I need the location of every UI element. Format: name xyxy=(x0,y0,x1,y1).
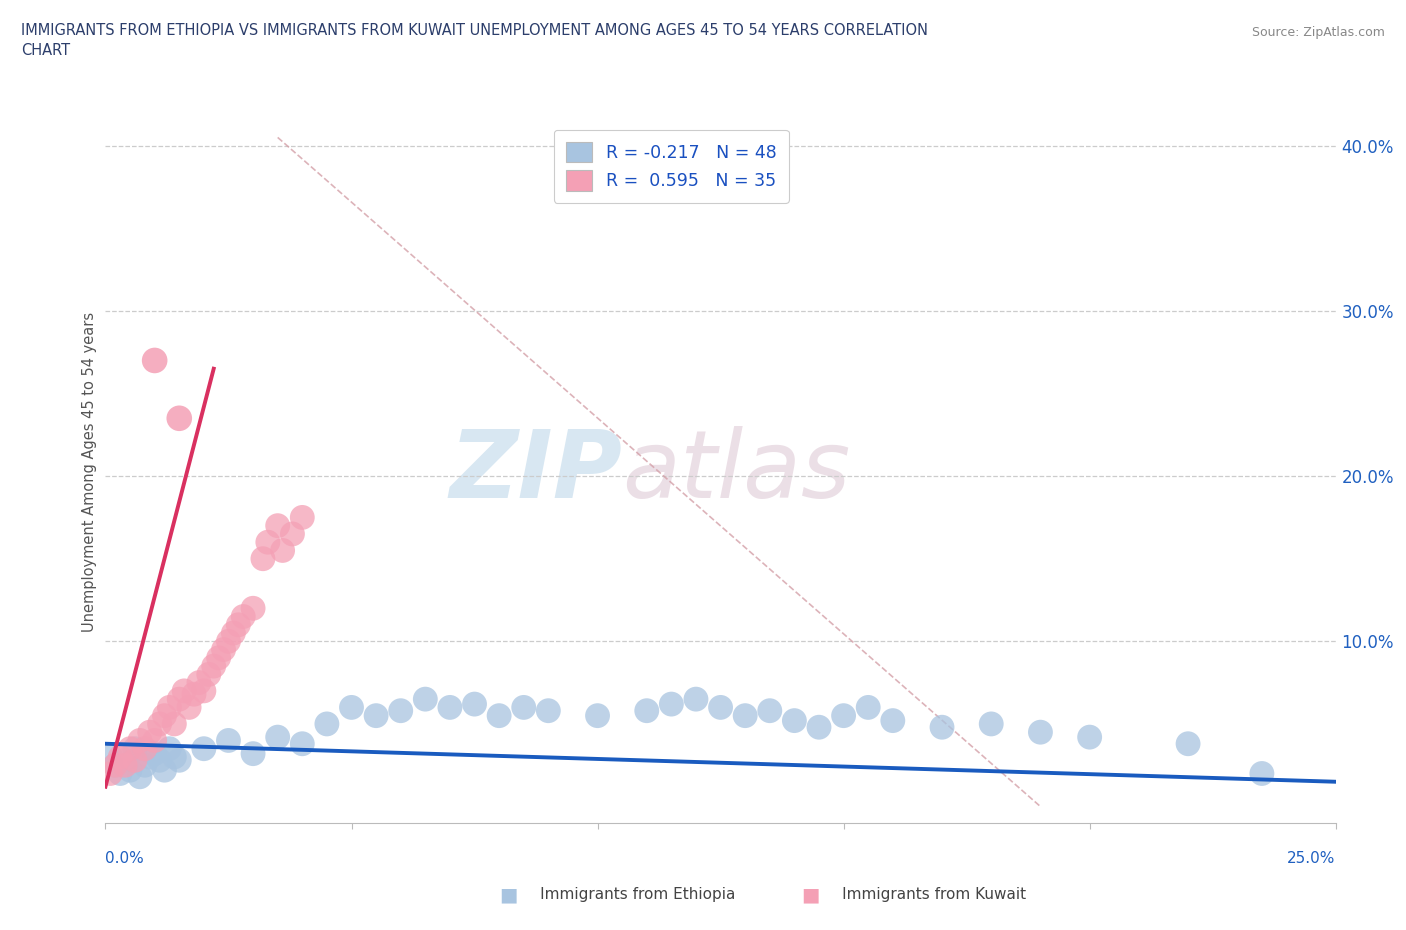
Point xyxy=(159,700,180,715)
Point xyxy=(218,634,240,649)
Point xyxy=(208,650,231,665)
Point xyxy=(134,741,156,756)
Point xyxy=(183,686,205,701)
Point xyxy=(134,758,156,773)
Text: 0.0%: 0.0% xyxy=(105,851,145,866)
Point xyxy=(222,626,245,641)
Point xyxy=(267,518,290,533)
Point xyxy=(586,709,609,724)
Point xyxy=(104,758,127,773)
Point xyxy=(858,700,880,715)
Point xyxy=(488,709,510,724)
Point xyxy=(1029,724,1052,739)
Point xyxy=(173,684,195,698)
Point xyxy=(114,752,136,767)
Text: Source: ZipAtlas.com: Source: ZipAtlas.com xyxy=(1251,26,1385,39)
Point xyxy=(882,713,904,728)
Point xyxy=(1078,730,1101,745)
Point xyxy=(315,716,337,731)
Text: ZIP: ZIP xyxy=(450,426,621,518)
Point xyxy=(138,750,162,764)
Point xyxy=(366,709,388,724)
Point xyxy=(159,741,180,756)
Point xyxy=(143,353,166,368)
Point xyxy=(685,692,707,707)
Point xyxy=(464,697,486,711)
Point xyxy=(415,692,437,707)
Point xyxy=(242,601,264,616)
Point xyxy=(143,746,166,761)
Point xyxy=(734,709,756,724)
Point xyxy=(163,716,186,731)
Point xyxy=(129,733,152,748)
Legend: R = -0.217   N = 48, R =  0.595   N = 35: R = -0.217 N = 48, R = 0.595 N = 35 xyxy=(554,129,789,203)
Point xyxy=(281,526,304,541)
Point xyxy=(291,737,314,751)
Point xyxy=(661,697,683,711)
Point xyxy=(832,709,855,724)
Point xyxy=(129,769,152,784)
Point xyxy=(636,703,658,718)
Text: Immigrants from Ethiopia: Immigrants from Ethiopia xyxy=(506,887,735,902)
Point xyxy=(197,667,221,682)
Point xyxy=(98,750,122,764)
Point xyxy=(110,750,132,764)
Point xyxy=(212,642,235,657)
Text: ■: ■ xyxy=(801,885,820,904)
Point xyxy=(110,766,132,781)
Point xyxy=(169,752,191,767)
Point xyxy=(114,758,136,773)
Point xyxy=(124,752,146,767)
Point xyxy=(120,741,141,756)
Point xyxy=(218,733,240,748)
Point xyxy=(169,692,191,707)
Point xyxy=(710,700,733,715)
Point xyxy=(169,411,191,426)
Point xyxy=(98,766,122,781)
Point xyxy=(143,733,166,748)
Point xyxy=(931,720,953,735)
Point xyxy=(138,724,162,739)
Point xyxy=(271,543,294,558)
Point xyxy=(759,703,782,718)
Point xyxy=(202,658,225,673)
Point xyxy=(252,551,274,566)
Point xyxy=(242,746,264,761)
Point xyxy=(513,700,536,715)
Point xyxy=(120,763,141,777)
Point xyxy=(163,750,186,764)
Point xyxy=(257,535,280,550)
Point xyxy=(188,675,211,690)
Point xyxy=(193,741,215,756)
Point xyxy=(980,716,1002,731)
Point xyxy=(1177,737,1199,751)
Point xyxy=(149,716,172,731)
Point xyxy=(193,684,215,698)
Y-axis label: Unemployment Among Ages 45 to 54 years: Unemployment Among Ages 45 to 54 years xyxy=(82,312,97,632)
Text: IMMIGRANTS FROM ETHIOPIA VS IMMIGRANTS FROM KUWAIT UNEMPLOYMENT AMONG AGES 45 TO: IMMIGRANTS FROM ETHIOPIA VS IMMIGRANTS F… xyxy=(21,23,928,58)
Point xyxy=(179,700,201,715)
Point xyxy=(291,510,314,525)
Point xyxy=(1251,766,1274,781)
Point xyxy=(153,709,176,724)
Point xyxy=(149,752,172,767)
Point xyxy=(537,703,560,718)
Point xyxy=(228,618,250,632)
Point xyxy=(124,741,146,756)
Point xyxy=(153,763,176,777)
Text: Immigrants from Kuwait: Immigrants from Kuwait xyxy=(808,887,1026,902)
Text: atlas: atlas xyxy=(621,427,851,517)
Text: 25.0%: 25.0% xyxy=(1288,851,1336,866)
Point xyxy=(807,720,830,735)
Point xyxy=(104,758,127,773)
Point xyxy=(389,703,412,718)
Point xyxy=(232,609,254,624)
Point xyxy=(783,713,806,728)
Point xyxy=(340,700,363,715)
Point xyxy=(439,700,461,715)
Point xyxy=(267,730,290,745)
Text: ■: ■ xyxy=(499,885,517,904)
